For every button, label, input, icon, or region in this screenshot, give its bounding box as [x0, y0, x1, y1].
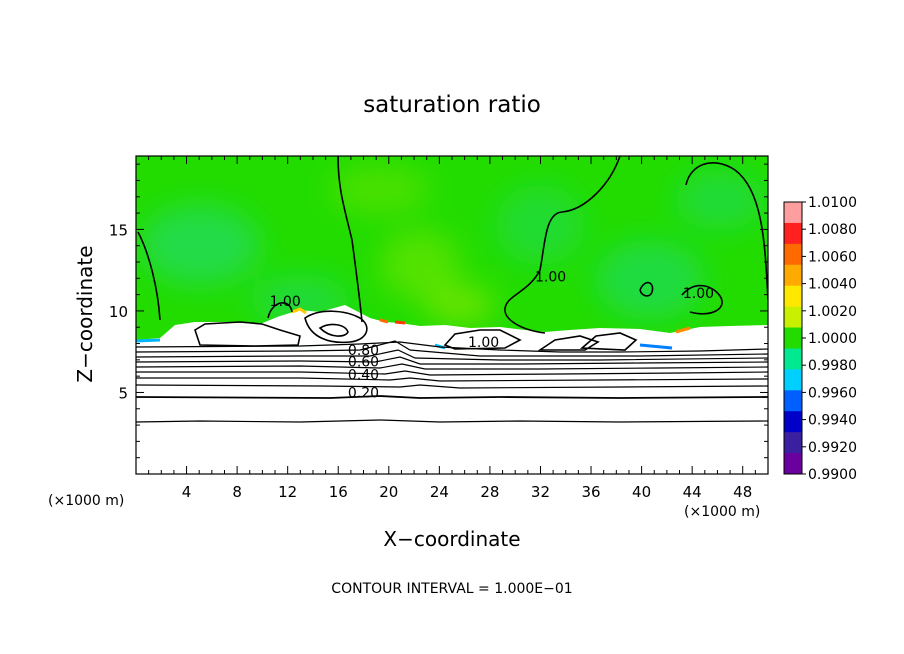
contour-line	[136, 377, 768, 382]
x-tick-label: 16	[329, 483, 348, 501]
contour-label: 1.00	[683, 286, 714, 302]
x-tick-label: 8	[232, 483, 242, 501]
colorbar-label: 0.9920	[808, 440, 857, 456]
contour-line	[136, 340, 768, 357]
contour-label: 0.20	[348, 385, 379, 401]
colorbar-label: 1.0080	[808, 222, 857, 238]
contour-line	[136, 341, 768, 353]
x-tick-label: 28	[480, 483, 499, 501]
x-tick-label: 4	[182, 483, 192, 501]
colorbar-swatch	[784, 285, 802, 308]
colorbar-label: 0.9960	[808, 385, 857, 401]
y-ticks: 5 10 15	[109, 163, 768, 459]
contour-line	[337, 156, 363, 323]
y-tick-label: 15	[109, 221, 128, 239]
field-blob	[675, 170, 765, 230]
colorbar-swatch	[784, 327, 802, 349]
x-ticks: 4 8 12 16 20 24 28 32 36 40 44 48	[148, 156, 756, 501]
colorbar-swatch	[784, 390, 802, 412]
contour-line	[685, 161, 768, 301]
x-axis-label: X−coordinate	[383, 527, 520, 551]
colorbar-swatch	[784, 411, 802, 433]
field-variations	[140, 165, 765, 325]
contour-line	[136, 419, 768, 423]
cloud-edge-cold	[639, 343, 673, 350]
y-tick-label: 5	[118, 384, 128, 402]
contour-label: 0.60	[348, 354, 379, 370]
contour-line	[137, 231, 161, 321]
field-blob	[595, 240, 705, 320]
colorbar-swatch	[784, 306, 802, 329]
contour-label: 0.40	[348, 367, 379, 383]
colorbar-label: 1.0060	[808, 249, 857, 265]
cloud-block	[579, 332, 638, 351]
cloud-edge-warm	[675, 326, 691, 334]
contour-line	[136, 370, 768, 376]
x-unit-right: (×1000 m)	[684, 504, 760, 520]
contour-label: 1.00	[270, 294, 301, 310]
x-tick-label: 32	[531, 483, 550, 501]
contour-line	[136, 356, 768, 365]
x-tick-label: 40	[632, 483, 651, 501]
contour-line	[639, 281, 654, 297]
cloud-edge-warm	[394, 320, 406, 325]
colorbar-label: 1.0000	[808, 331, 857, 347]
colorbar-label: 0.9980	[808, 358, 857, 374]
contour-label: 1.00	[468, 335, 499, 351]
colorbar-swatch	[784, 453, 802, 475]
cloud-edge-warm	[379, 318, 389, 324]
x-tick-label: 48	[733, 483, 752, 501]
contour-line	[136, 363, 768, 370]
colorbar-swatch	[784, 243, 802, 266]
contours-lower	[136, 340, 768, 423]
field-blob	[425, 285, 495, 325]
contour-line	[504, 156, 621, 334]
x-tick-label: 36	[581, 483, 600, 501]
field-blob	[330, 165, 430, 215]
colorbar-swatch	[784, 202, 802, 224]
colorbar-label: 0.9940	[808, 413, 857, 429]
x-unit-left: (×1000 m)	[48, 493, 124, 509]
x-tick-label: 20	[379, 483, 398, 501]
field-blob	[495, 185, 585, 265]
contour-interval-note: CONTOUR INTERVAL = 1.000E−01	[331, 581, 572, 597]
contour-label: 0.80	[348, 343, 379, 359]
contour-labels: 1.00 1.00 1.00 1.00 0.800.600.40 0.20	[270, 270, 714, 402]
contour-line	[136, 349, 768, 361]
contour-label: 1.00	[535, 270, 566, 286]
contour-1.00	[137, 156, 768, 351]
colorbar: 1.0100 1.0080 1.0060 1.0040 1.0020 1.0000 0.99…	[783, 195, 857, 483]
cloud-edge-warm	[291, 307, 307, 315]
contour-line	[267, 302, 293, 319]
heatmap-field: 1.00 1.00 1.00 1.00 0.800.600.40 0.20	[136, 156, 768, 474]
colorbar-label: 1.0020	[808, 304, 857, 320]
y-tick-label: 10	[109, 303, 128, 321]
field-blob	[140, 205, 260, 285]
cloud-block	[304, 310, 368, 344]
colorbar-swatch	[784, 264, 802, 287]
cloud-block	[537, 335, 600, 351]
cloud-block	[318, 323, 349, 337]
cloud-block	[194, 321, 301, 347]
contour-line	[136, 384, 768, 389]
colorbar-swatch	[784, 222, 802, 245]
colorbar-label: 1.0040	[808, 277, 857, 293]
field-blob	[380, 230, 460, 300]
colorbar-label: 1.0100	[808, 195, 857, 211]
y-axis-label: Z−coordinate	[73, 245, 97, 382]
cloud-edge-cold	[136, 338, 161, 343]
x-tick-label: 44	[683, 483, 702, 501]
colorbar-swatch	[784, 348, 802, 370]
colorbar-label: 0.9900	[808, 467, 857, 483]
chart-title: saturation ratio	[363, 92, 541, 118]
contour-line	[681, 284, 723, 315]
colorbar-swatch	[784, 432, 802, 454]
colorbar-swatch	[784, 369, 802, 391]
cloud-block	[443, 329, 522, 350]
x-tick-label: 12	[278, 483, 297, 501]
contour-line	[136, 395, 768, 399]
x-tick-label: 24	[430, 483, 449, 501]
